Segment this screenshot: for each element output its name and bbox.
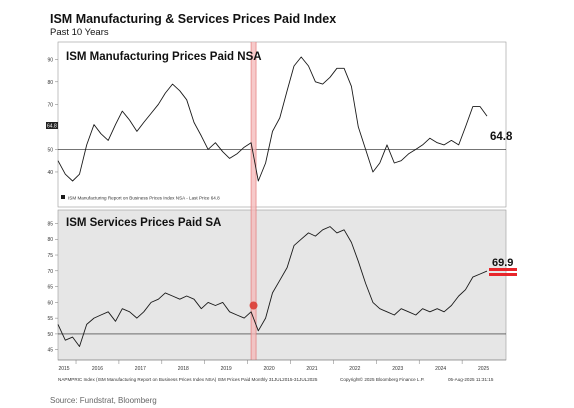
chart-subtitle: Past 10 Years bbox=[50, 27, 109, 38]
services-y-tick-label: 70 bbox=[47, 269, 53, 275]
manufacturing-y-tick-label: 80 bbox=[47, 80, 53, 86]
services-y-tick-label: 50 bbox=[47, 332, 53, 338]
manufacturing-legend: ISM Manufacturing Report on Business Pri… bbox=[68, 196, 220, 201]
x-tick-label: 2019 bbox=[221, 366, 232, 372]
services-line bbox=[57, 226, 488, 347]
services-panel-title: ISM Services Prices Paid SA bbox=[66, 217, 221, 229]
services-y-tick-label: 75 bbox=[47, 253, 53, 259]
x-tick-label: 2022 bbox=[349, 366, 360, 372]
services-y-tick-label: 85 bbox=[47, 221, 53, 227]
manufacturing-y-tick-label: 70 bbox=[47, 102, 53, 108]
chart-title: ISM Manufacturing & Services Prices Paid… bbox=[50, 12, 337, 26]
x-tick-label: 2023 bbox=[392, 366, 403, 372]
x-axis: 2015 2016 2017 2018 2019 2020 2021 2022 2023 2024… bbox=[58, 359, 506, 372]
manufacturing-last-tag-text: 64.8 bbox=[47, 124, 57, 130]
bloomberg-footer-left: NAPMPRIC Index (ISM Manufacturing Report… bbox=[58, 377, 318, 382]
bloomberg-footer-timestamp: 05-Aug-2025 11:31:15 bbox=[448, 377, 494, 382]
manufacturing-panel bbox=[57, 41, 507, 208]
x-tick-label: 2024 bbox=[435, 366, 446, 372]
services-series bbox=[57, 226, 488, 347]
x-tick-label: 2021 bbox=[306, 366, 317, 372]
services-y-tick-label: 65 bbox=[47, 285, 53, 291]
x-tick-label: 2025 bbox=[478, 366, 489, 372]
services-y-tick-label: 45 bbox=[47, 348, 53, 354]
services-panel bbox=[57, 209, 507, 361]
x-tick-label: 2017 bbox=[135, 366, 146, 372]
covid-highlight bbox=[249, 42, 258, 360]
x-tick-label: 2018 bbox=[178, 366, 189, 372]
manufacturing-y-tick-label: 50 bbox=[47, 147, 53, 153]
covid-band bbox=[251, 42, 257, 360]
manufacturing-panel-title: ISM Manufacturing Prices Paid NSA bbox=[66, 51, 262, 63]
covid-marker-dot bbox=[249, 301, 258, 310]
manufacturing-y-tick-label: 40 bbox=[47, 170, 53, 176]
x-tick-label: 2015 bbox=[58, 366, 69, 372]
services-y-tick-label: 80 bbox=[47, 237, 53, 243]
services-last-value-marker bbox=[489, 268, 517, 276]
bloomberg-footer-copyright: Copyright© 2025 Bloomberg Finance L.P. bbox=[340, 376, 425, 382]
manufacturing-last-value: 64.8 bbox=[490, 131, 513, 143]
manufacturing-series bbox=[57, 56, 488, 182]
x-tick-label: 2020 bbox=[264, 366, 275, 372]
services-y-tick-label: 60 bbox=[47, 300, 53, 306]
services-last-value: 69.9 bbox=[492, 257, 513, 269]
manufacturing-legend-swatch bbox=[61, 195, 65, 199]
manufacturing-line bbox=[57, 56, 488, 182]
services-y-tick-label: 55 bbox=[47, 316, 53, 322]
manufacturing-y-tick-label: 90 bbox=[47, 57, 53, 63]
source-note: Source: Fundstrat, Bloomberg bbox=[50, 396, 157, 405]
x-tick-label: 2016 bbox=[92, 366, 103, 372]
services-y-axis: 45 50 55 60 65 70 75 80 85 bbox=[47, 221, 506, 354]
manufacturing-last-tag bbox=[46, 122, 58, 129]
